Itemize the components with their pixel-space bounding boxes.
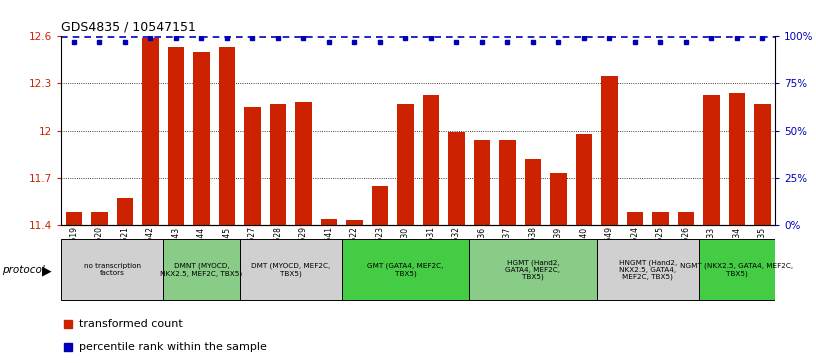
- Bar: [448, 132, 465, 363]
- Bar: [698, 239, 775, 300]
- Bar: [601, 76, 618, 363]
- Bar: [346, 220, 363, 363]
- Bar: [469, 239, 596, 300]
- Bar: [321, 219, 337, 363]
- Bar: [142, 38, 159, 363]
- Bar: [525, 159, 541, 363]
- Text: ▶: ▶: [42, 264, 52, 277]
- Text: percentile rank within the sample: percentile rank within the sample: [79, 342, 267, 352]
- Bar: [65, 212, 82, 363]
- Bar: [117, 198, 133, 363]
- Bar: [295, 102, 312, 363]
- Bar: [754, 104, 771, 363]
- Text: HGMT (Hand2,
GATA4, MEF2C,
TBX5): HGMT (Hand2, GATA4, MEF2C, TBX5): [505, 259, 561, 280]
- Bar: [550, 173, 567, 363]
- Text: transformed count: transformed count: [79, 319, 183, 329]
- Bar: [677, 212, 694, 363]
- Bar: [575, 134, 592, 363]
- Bar: [627, 212, 643, 363]
- Bar: [219, 47, 235, 363]
- Text: DMNT (MYOCD,
NKX2.5, MEF2C, TBX5): DMNT (MYOCD, NKX2.5, MEF2C, TBX5): [161, 262, 242, 277]
- Text: GMT (GATA4, MEF2C,
TBX5): GMT (GATA4, MEF2C, TBX5): [367, 262, 444, 277]
- Bar: [163, 239, 240, 300]
- Text: DMT (MYOCD, MEF2C,
TBX5): DMT (MYOCD, MEF2C, TBX5): [251, 262, 330, 277]
- Bar: [473, 140, 490, 363]
- Bar: [269, 104, 286, 363]
- Bar: [61, 239, 163, 300]
- Text: GDS4835 / 10547151: GDS4835 / 10547151: [61, 21, 196, 34]
- Bar: [91, 212, 108, 363]
- Bar: [244, 107, 261, 363]
- Bar: [703, 94, 720, 363]
- Bar: [423, 94, 439, 363]
- Bar: [652, 212, 669, 363]
- Bar: [596, 239, 698, 300]
- Text: protocol: protocol: [2, 265, 44, 276]
- Bar: [167, 47, 184, 363]
- Text: HNGMT (Hand2,
NKX2.5, GATA4,
MEF2C, TBX5): HNGMT (Hand2, NKX2.5, GATA4, MEF2C, TBX5…: [619, 259, 676, 280]
- Bar: [729, 93, 745, 363]
- Bar: [397, 104, 414, 363]
- Bar: [499, 140, 516, 363]
- Bar: [342, 239, 469, 300]
- Bar: [371, 186, 388, 363]
- Bar: [240, 239, 342, 300]
- Bar: [193, 52, 210, 363]
- Text: no transcription
factors: no transcription factors: [84, 263, 140, 276]
- Text: NGMT (NKX2.5, GATA4, MEF2C,
TBX5): NGMT (NKX2.5, GATA4, MEF2C, TBX5): [681, 262, 793, 277]
